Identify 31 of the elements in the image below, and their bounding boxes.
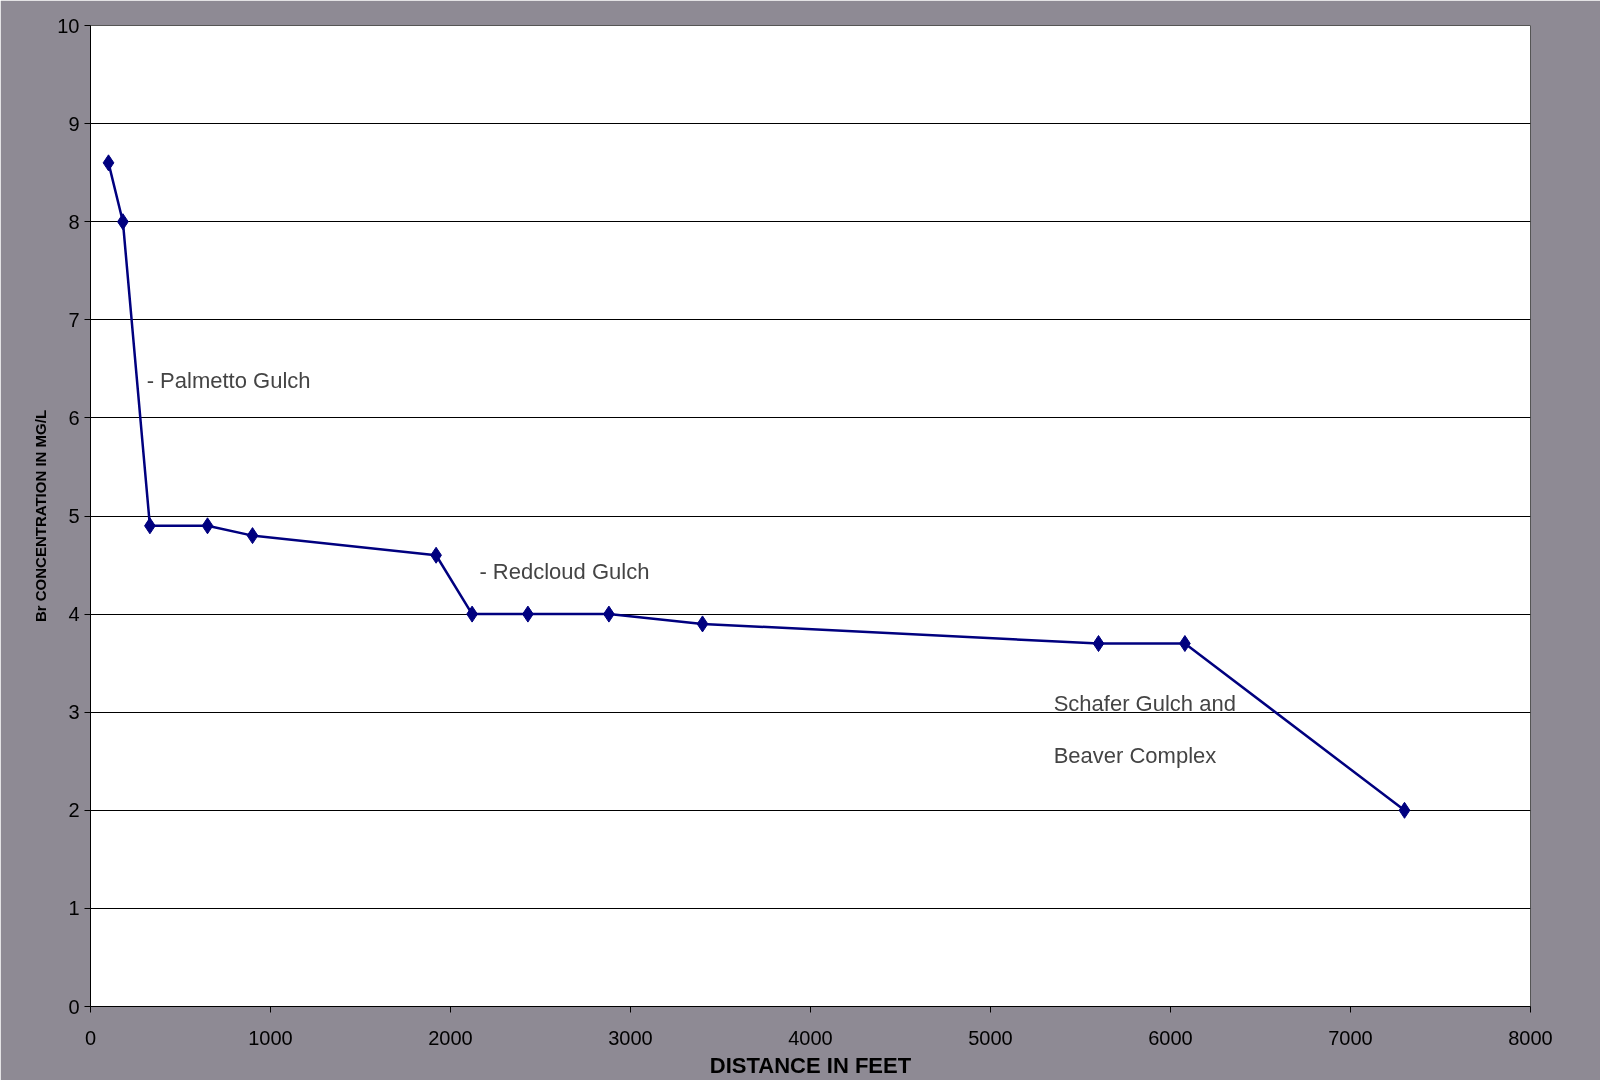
x-tick-label: 3000 [608,1026,653,1049]
x-tick-label: 2000 [428,1026,473,1049]
y-tick-label: 4 [68,603,80,626]
x-tick-label: 5000 [968,1026,1013,1049]
annotation: - Redcloud Gulch [479,559,650,585]
text: Schafer Gulch and Beaver Complex [1053,690,1236,769]
point [696,615,709,633]
y-tick-label: 2 [68,799,80,822]
y-tick-label: 9 [68,112,80,135]
x-tick-label: 8000 [1508,1026,1553,1049]
point [201,517,214,535]
y-tick-label: 1 [68,897,80,920]
annotation: - Palmetto Gulch [146,367,311,393]
point [246,527,259,545]
y-tick-label: 7 [68,308,80,331]
y-tick-label: 10 [57,14,80,37]
point [1398,801,1411,819]
x-tick-label: 6000 [1148,1026,1193,1049]
y-tick-label: 6 [68,406,80,429]
x-tick-label: 7000 [1328,1026,1373,1049]
point [1092,635,1105,653]
y-tick-label: 3 [68,701,80,724]
x-axis-title: DISTANCE IN FEET [709,1052,912,1078]
x-tick-label: 1000 [248,1026,293,1049]
y-tick-label: 8 [68,210,80,233]
point [102,154,115,172]
x-tick-label: 4000 [788,1026,833,1049]
y-tick-label: 5 [68,505,80,527]
y-tick-label: 0 [68,995,80,1018]
y-axis-title: Br CONCENTRATION IN MG/L [32,409,50,623]
x-tick-label: 0 [84,1026,97,1049]
